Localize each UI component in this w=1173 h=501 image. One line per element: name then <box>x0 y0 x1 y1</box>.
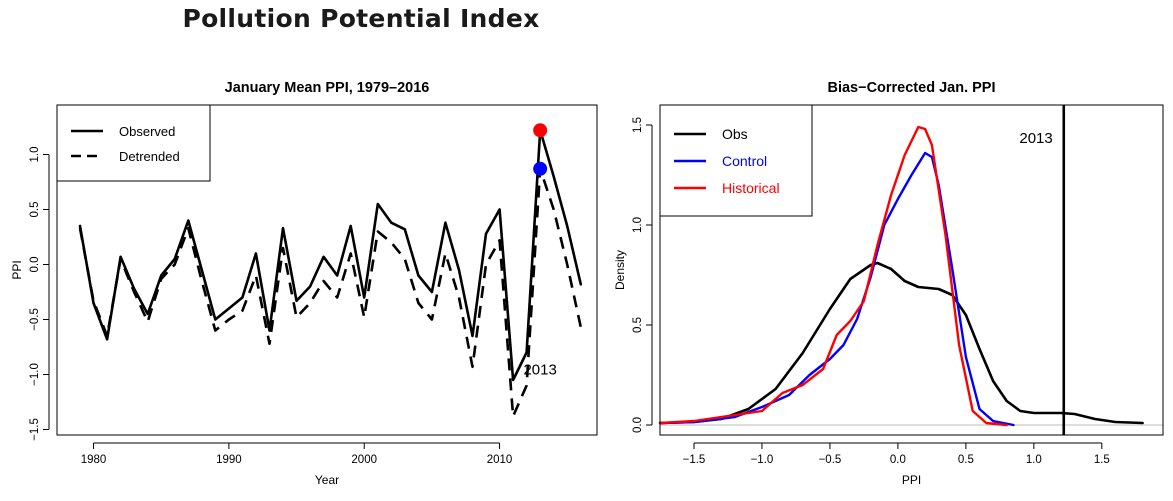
page-title: Pollution Potential Index <box>182 4 540 33</box>
highlight-point-1 <box>533 161 548 176</box>
x-tick-label: 2000 <box>351 454 377 466</box>
x-tick-label: 1990 <box>216 454 242 466</box>
series-line-obs <box>658 261 1144 425</box>
series-line-detrended <box>78 167 583 418</box>
plot-frame <box>659 104 1164 436</box>
series-line-observed <box>78 129 583 382</box>
legend-label-historical: Historical <box>722 180 780 196</box>
y-tick-label: 1.0 <box>632 217 644 233</box>
highlight-point-0 <box>533 123 548 138</box>
y-tick-label: 0.5 <box>29 202 41 218</box>
chart-title: Bias−Corrected Jan. PPI <box>827 80 995 96</box>
chart-left: January Mean PPI, 1979–2016 2013 1980 1990 2… <box>10 80 598 487</box>
x-tick-label: 1.5 <box>1094 454 1110 466</box>
x-tick-label: 2010 <box>487 454 513 466</box>
y-axis-label: PPI <box>10 260 24 279</box>
y-tick-label: −1.0 <box>29 363 41 386</box>
y-tick-label: 1.0 <box>29 147 41 163</box>
y-tick-label: 1.5 <box>632 117 644 133</box>
legend-label-obs: Obs <box>722 126 748 142</box>
x-tick-label: 0.0 <box>890 454 906 466</box>
y-tick-label: −1.5 <box>29 418 41 441</box>
y-axis-label: Density <box>613 250 627 290</box>
y-tick-label: −0.5 <box>29 308 41 331</box>
legend-label-observed: Observed <box>119 124 175 139</box>
chart-title: January Mean PPI, 1979–2016 <box>225 80 430 96</box>
legend-label-control: Control <box>722 153 767 169</box>
plot-frame <box>56 104 598 436</box>
annotation-label: 2013 <box>523 362 556 379</box>
y-tick-label: 0.5 <box>632 317 644 333</box>
y-tick-label: 0.0 <box>29 257 41 273</box>
x-tick-label: 1980 <box>81 454 107 466</box>
x-tick-label: 1.0 <box>1026 454 1042 466</box>
reference-label: 2013 <box>1019 130 1052 147</box>
series-line-historical <box>658 125 1008 427</box>
x-tick-label: −1.5 <box>683 454 706 466</box>
x-axis-label: Year <box>315 473 339 487</box>
x-axis-label: PPI <box>902 473 921 487</box>
x-tick-label: 0.5 <box>958 454 974 466</box>
y-tick-label: 0.0 <box>632 417 644 433</box>
x-tick-label: −1.0 <box>751 454 774 466</box>
x-tick-label: −0.5 <box>819 454 842 466</box>
legend-label-detrended: Detrended <box>119 149 180 164</box>
legend-box <box>56 104 211 182</box>
